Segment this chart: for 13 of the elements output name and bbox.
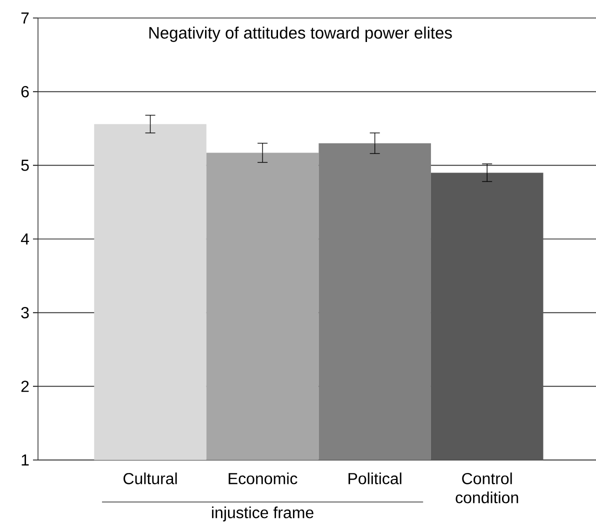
x-tick-label: Economic: [228, 472, 298, 484]
y-tick-label: 2: [21, 380, 29, 392]
x-tick-label: Cultural: [124, 472, 177, 484]
y-tick-label: 3: [21, 307, 29, 318]
x-tick-label: Political: [348, 472, 402, 484]
x-tick-label: Control condition: [456, 472, 518, 504]
y-tick-label: 4: [20, 233, 30, 244]
y-tick-label: 6: [21, 86, 29, 98]
y-tick-label: 5: [21, 160, 29, 171]
text: injustice frame: [212, 506, 314, 522]
y-tick-label: 1: [22, 454, 29, 466]
chart-title: Negativity of attitudes toward power elites: [149, 26, 452, 42]
y-tick-label: 7: [21, 12, 29, 24]
